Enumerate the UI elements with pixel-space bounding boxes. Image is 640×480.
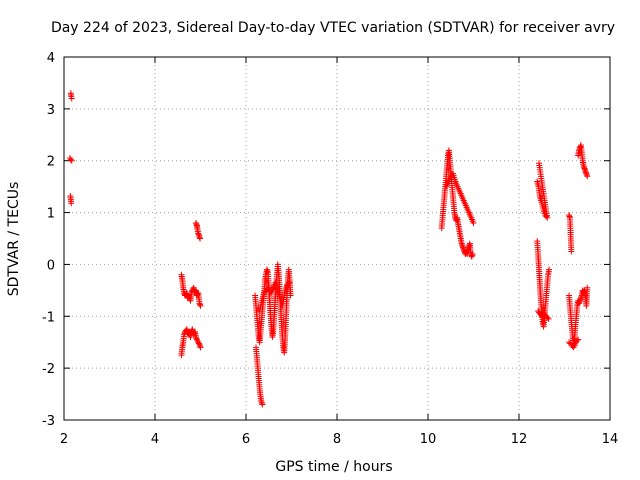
data-point xyxy=(259,401,266,408)
data-point xyxy=(194,291,201,298)
y-tick-label: -1 xyxy=(42,310,55,325)
data-point xyxy=(197,344,204,351)
y-tick-label: -2 xyxy=(42,362,55,377)
x-tick-label: 10 xyxy=(420,432,437,447)
data-point xyxy=(68,200,75,207)
data-point xyxy=(195,340,202,347)
data-point xyxy=(195,339,202,346)
x-tick-label: 2 xyxy=(60,432,68,447)
data-point xyxy=(568,248,575,255)
data-point xyxy=(546,266,553,273)
x-tick-label: 8 xyxy=(333,432,341,447)
data-point xyxy=(545,315,552,322)
data-point xyxy=(68,95,75,102)
data-point xyxy=(575,336,582,343)
data-point xyxy=(584,284,591,291)
data-point xyxy=(470,219,477,226)
y-tick-label: 0 xyxy=(47,258,55,273)
data-point xyxy=(68,157,75,164)
data-point xyxy=(286,279,293,286)
y-axis-label: SDTVAR / TECUs xyxy=(6,182,22,297)
x-tick-label: 12 xyxy=(511,432,528,447)
data-point xyxy=(285,280,292,287)
data-point xyxy=(197,235,204,242)
y-tick-label: 1 xyxy=(47,207,55,222)
gridlines xyxy=(64,57,610,420)
chart-title: Day 224 of 2023, Sidereal Day-to-day VTE… xyxy=(51,20,615,36)
data-point xyxy=(193,336,200,343)
data-point xyxy=(584,173,591,180)
data-points xyxy=(66,90,591,408)
data-point xyxy=(536,160,543,167)
x-tick-label: 6 xyxy=(242,432,250,447)
data-point xyxy=(469,251,476,258)
data-point xyxy=(574,337,581,344)
x-tick-label: 14 xyxy=(602,432,619,447)
x-tick-label: 4 xyxy=(151,432,159,447)
data-point xyxy=(287,292,294,299)
x-axis-label: GPS time / hours xyxy=(275,459,392,475)
data-point xyxy=(67,156,74,163)
data-point xyxy=(194,337,201,344)
y-tick-label: 3 xyxy=(47,103,55,118)
y-tick-label: -3 xyxy=(42,414,55,429)
data-point xyxy=(544,314,551,321)
data-point xyxy=(197,302,204,309)
y-tick-label: 2 xyxy=(47,155,55,170)
y-tick-label: 4 xyxy=(47,51,55,66)
